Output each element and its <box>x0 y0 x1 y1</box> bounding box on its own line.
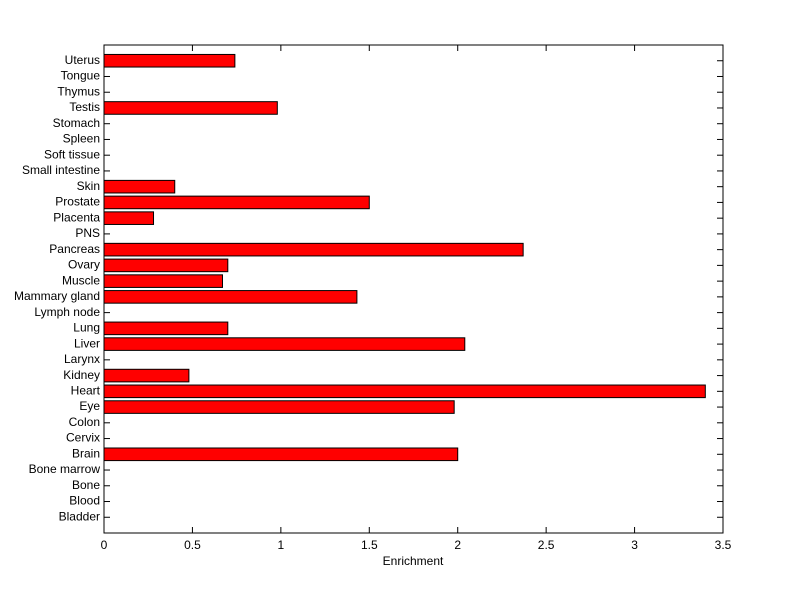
bar <box>103 290 358 304</box>
y-tick-label: Colon <box>69 415 100 429</box>
bar <box>103 447 459 462</box>
x-tick-label: 3.5 <box>715 538 732 552</box>
y-tick-label: Mammary gland <box>14 289 100 303</box>
x-tick-label: 0 <box>101 538 108 552</box>
y-tick-label: Eye <box>79 399 100 413</box>
y-tick-label: Stomach <box>53 116 100 130</box>
y-tick-label: Spleen <box>63 132 100 146</box>
bar <box>103 258 229 273</box>
y-tick-label: Heart <box>71 383 101 397</box>
x-tick-label: 1.5 <box>361 538 378 552</box>
bar <box>103 274 223 288</box>
x-axis-label: Enrichment <box>383 554 444 568</box>
y-tick-label: Bladder <box>59 509 100 523</box>
y-tick-label: Brain <box>72 446 100 460</box>
y-tick-label: Bone <box>72 478 100 492</box>
bar <box>103 211 155 225</box>
x-tick-label: 2 <box>454 538 461 552</box>
y-tick-label: Placenta <box>53 210 100 224</box>
y-tick-label: Kidney <box>63 368 100 382</box>
y-tick-label: Testis <box>69 100 100 114</box>
y-tick-label: Ovary <box>68 258 100 272</box>
y-tick-label: Larynx <box>64 352 100 366</box>
bar <box>103 400 455 414</box>
y-tick-label: Blood <box>69 494 100 508</box>
bar <box>103 242 524 257</box>
bar <box>103 195 370 210</box>
y-tick-label: Pancreas <box>49 242 100 256</box>
y-tick-label: Uterus <box>65 53 100 67</box>
bar <box>103 53 236 68</box>
y-tick-label: Bone marrow <box>29 462 101 476</box>
y-tick-label: Tongue <box>61 69 101 83</box>
y-tick-label: Skin <box>77 179 100 193</box>
bar <box>103 321 229 336</box>
y-tick-label: Muscle <box>62 273 100 287</box>
y-tick-label: Lymph node <box>34 305 100 319</box>
y-tick-label: Lung <box>73 321 100 335</box>
bar <box>103 368 190 383</box>
bar <box>103 384 706 399</box>
y-tick-label: Small intestine <box>22 163 100 177</box>
x-tick-label: 3 <box>631 538 638 552</box>
x-tick-label: 0.5 <box>184 538 201 552</box>
bar <box>103 337 466 351</box>
x-tick-label: 2.5 <box>538 538 555 552</box>
x-tick-label: 1 <box>278 538 285 552</box>
bar <box>103 101 278 115</box>
y-tick-label: Prostate <box>55 195 100 209</box>
y-tick-label: Liver <box>74 336 100 350</box>
y-tick-label: Thymus <box>57 84 100 98</box>
y-tick-label: PNS <box>75 226 100 240</box>
bar <box>103 179 176 194</box>
y-tick-label: Soft tissue <box>44 147 100 161</box>
y-tick-label: Cervix <box>66 431 100 445</box>
